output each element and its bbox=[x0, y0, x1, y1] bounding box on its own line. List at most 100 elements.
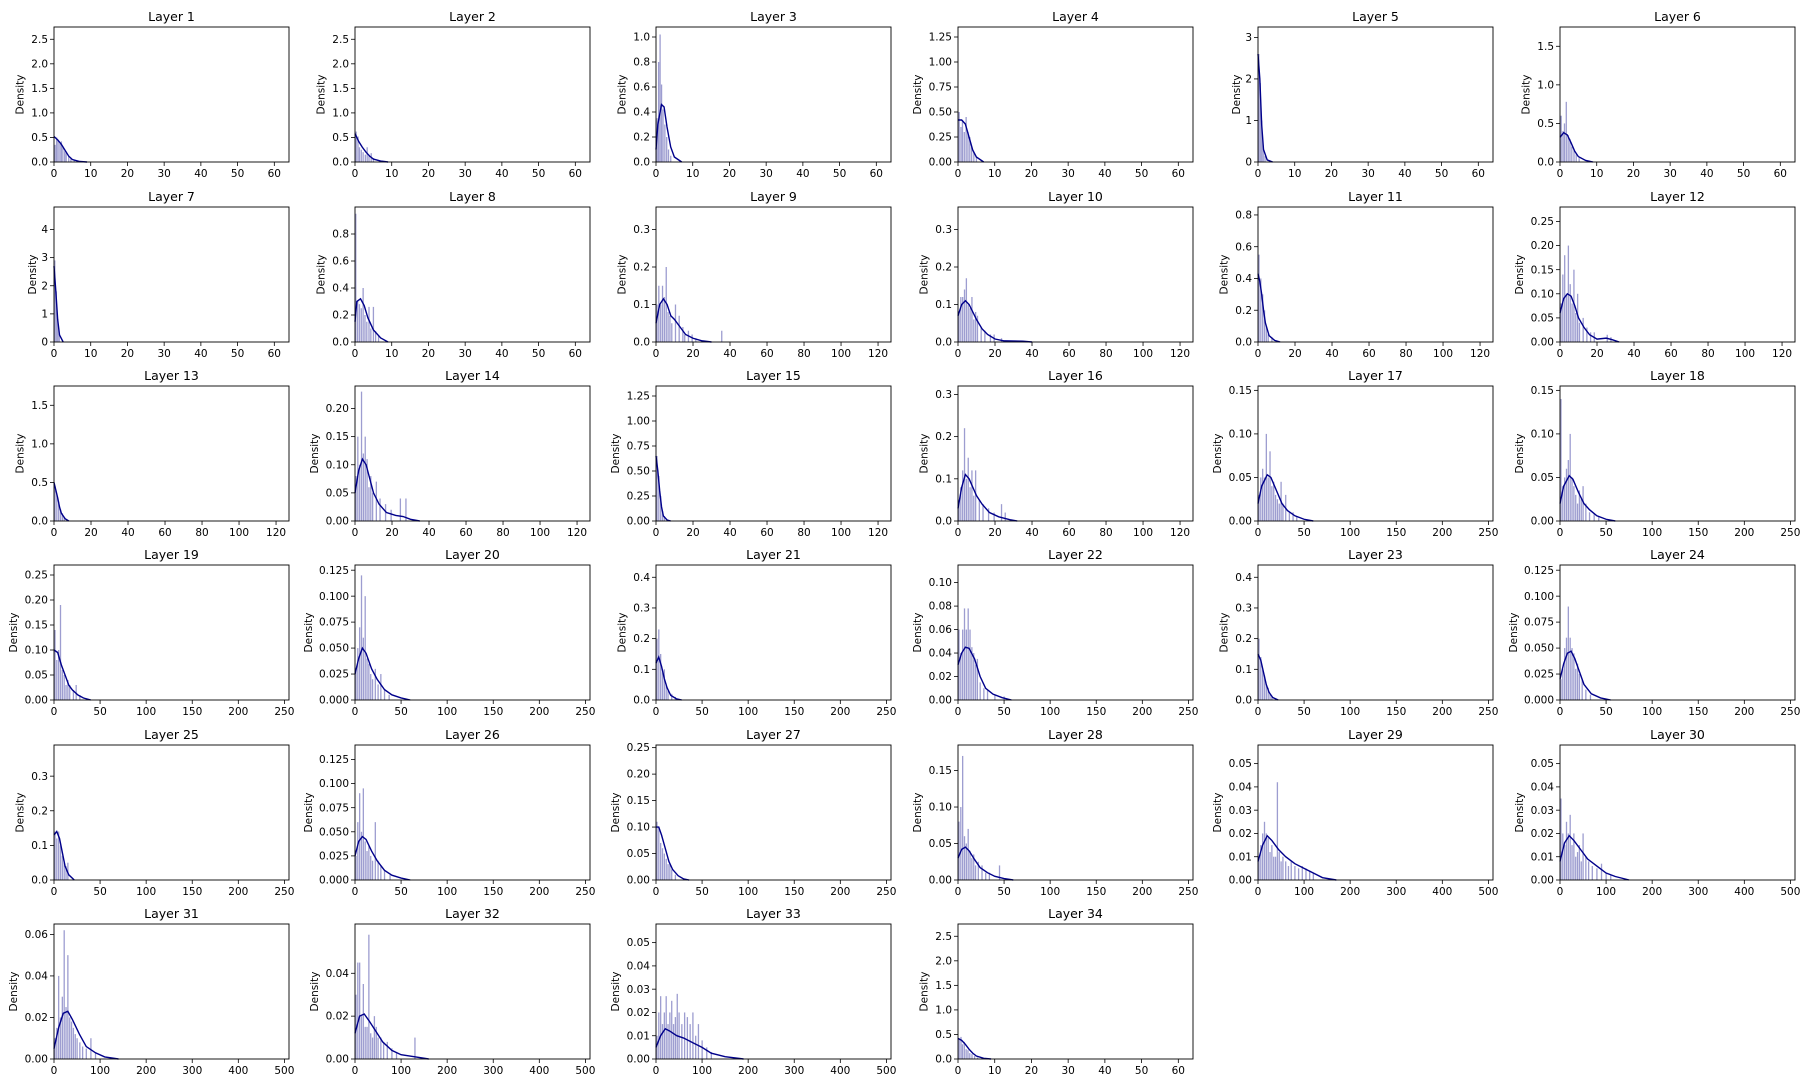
x-tick-label: 100 bbox=[1294, 886, 1314, 898]
bar bbox=[364, 1026, 366, 1059]
axes-frame bbox=[957, 923, 1194, 1060]
bar bbox=[1262, 294, 1264, 342]
bar bbox=[61, 855, 63, 880]
x-tick-label: 120 bbox=[1772, 348, 1792, 360]
bar bbox=[969, 487, 971, 521]
bar bbox=[64, 151, 66, 162]
x-tick-label: 80 bbox=[797, 527, 810, 539]
bar bbox=[1582, 486, 1584, 521]
bar bbox=[982, 504, 984, 522]
axes-frame bbox=[1559, 206, 1796, 343]
bar bbox=[373, 1016, 376, 1059]
bar bbox=[1585, 503, 1587, 521]
x-tick-label: 20 bbox=[988, 348, 1001, 360]
x-tick-label: 50 bbox=[1135, 168, 1148, 180]
bar bbox=[960, 127, 962, 162]
subplot-title: Layer 16 bbox=[1048, 368, 1103, 383]
kde-line bbox=[957, 846, 1014, 881]
bar bbox=[368, 934, 370, 1059]
bar bbox=[57, 139, 59, 162]
bar bbox=[67, 955, 69, 1059]
y-tick-label: 0.00 bbox=[326, 1054, 349, 1066]
bar bbox=[681, 1024, 683, 1059]
kde-line bbox=[53, 135, 88, 163]
bar bbox=[94, 1052, 97, 1059]
bar bbox=[56, 1027, 58, 1059]
y-axis-label: Density bbox=[1212, 793, 1224, 833]
x-tick-label: 0 bbox=[955, 1065, 962, 1077]
x-tick-label: 500 bbox=[1478, 886, 1498, 898]
x-tick-label: 200 bbox=[529, 886, 549, 898]
bar bbox=[967, 132, 969, 162]
bar bbox=[971, 297, 973, 342]
y-tick-label: 0.3 bbox=[935, 389, 952, 401]
x-tick-label: 0 bbox=[1255, 168, 1262, 180]
x-tick-label: 0 bbox=[1557, 886, 1564, 898]
y-tick-label: 0.0 bbox=[633, 337, 650, 349]
bar bbox=[63, 675, 65, 700]
y-tick-label: 0.8 bbox=[633, 57, 650, 69]
y-axis-label: Density bbox=[8, 972, 20, 1012]
bar bbox=[1301, 866, 1303, 880]
x-tick-label: 80 bbox=[496, 527, 509, 539]
kde-line bbox=[1559, 834, 1630, 881]
y-tick-label: 0.0 bbox=[1537, 157, 1554, 169]
x-tick-label: 0 bbox=[955, 348, 962, 360]
x-tick-label: 100 bbox=[530, 527, 550, 539]
bar bbox=[674, 1017, 677, 1059]
x-tick-label: 60 bbox=[1774, 168, 1787, 180]
bar bbox=[390, 509, 392, 521]
subplot-19: Layer 19 0 50 100 150 200 250 0.00 0.05 0.10 0.15 0… bbox=[8, 547, 294, 718]
subplot-title: Layer 4 bbox=[1052, 9, 1099, 24]
bar bbox=[1271, 845, 1273, 880]
x-tick-label: 400 bbox=[1734, 886, 1754, 898]
x-tick-label: 60 bbox=[459, 527, 472, 539]
bar bbox=[1567, 460, 1569, 521]
y-tick-label: 0.2 bbox=[633, 262, 650, 274]
y-tick-label: 0.4 bbox=[1235, 273, 1252, 285]
bar bbox=[963, 836, 966, 880]
bar bbox=[1571, 303, 1573, 342]
x-tick-label: 50 bbox=[1435, 168, 1448, 180]
bar bbox=[81, 1046, 84, 1059]
y-tick-label: 1 bbox=[41, 308, 48, 320]
kde-line bbox=[655, 1027, 744, 1060]
kde-line bbox=[957, 646, 1012, 701]
y-tick-label: 0.15 bbox=[1531, 264, 1554, 276]
bar bbox=[1271, 696, 1273, 700]
kde-line bbox=[1559, 131, 1594, 163]
y-tick-label: 0.20 bbox=[326, 403, 349, 415]
subplot-12: Layer 12 0 20 40 60 80 100 120 0.00 0.05 0.10 0.15 0… bbox=[1514, 189, 1796, 360]
x-tick-label: 150 bbox=[784, 706, 804, 718]
x-tick-label: 50 bbox=[997, 886, 1010, 898]
bar bbox=[1260, 477, 1262, 521]
x-tick-label: 0 bbox=[1557, 168, 1564, 180]
bar bbox=[667, 1024, 669, 1059]
subplot-title: Layer 22 bbox=[1048, 547, 1103, 562]
axes-frame bbox=[957, 26, 1194, 163]
x-tick-label: 30 bbox=[458, 168, 471, 180]
bar bbox=[965, 478, 968, 521]
x-tick-label: 80 bbox=[195, 527, 208, 539]
x-tick-label: 0 bbox=[1255, 706, 1262, 718]
bar bbox=[389, 875, 391, 880]
subplot-title: Layer 28 bbox=[1048, 727, 1103, 742]
x-tick-label: 300 bbox=[182, 1065, 202, 1077]
bar bbox=[658, 476, 660, 521]
bar bbox=[984, 330, 986, 342]
bar bbox=[358, 147, 361, 162]
axes-frame bbox=[1257, 385, 1494, 522]
y-tick-label: 1 bbox=[1245, 115, 1252, 127]
bar bbox=[1273, 481, 1275, 521]
bar bbox=[370, 476, 372, 521]
bar bbox=[978, 499, 980, 521]
bar bbox=[56, 838, 58, 880]
y-tick-label: 0.0 bbox=[935, 516, 952, 528]
x-tick-label: 120 bbox=[1170, 527, 1190, 539]
bar bbox=[380, 1037, 382, 1059]
x-tick-label: 50 bbox=[532, 348, 545, 360]
x-tick-label: 40 bbox=[1098, 168, 1111, 180]
y-tick-label: 1.25 bbox=[627, 391, 650, 403]
bar bbox=[1278, 852, 1280, 880]
y-tick-label: 0.25 bbox=[627, 491, 650, 503]
